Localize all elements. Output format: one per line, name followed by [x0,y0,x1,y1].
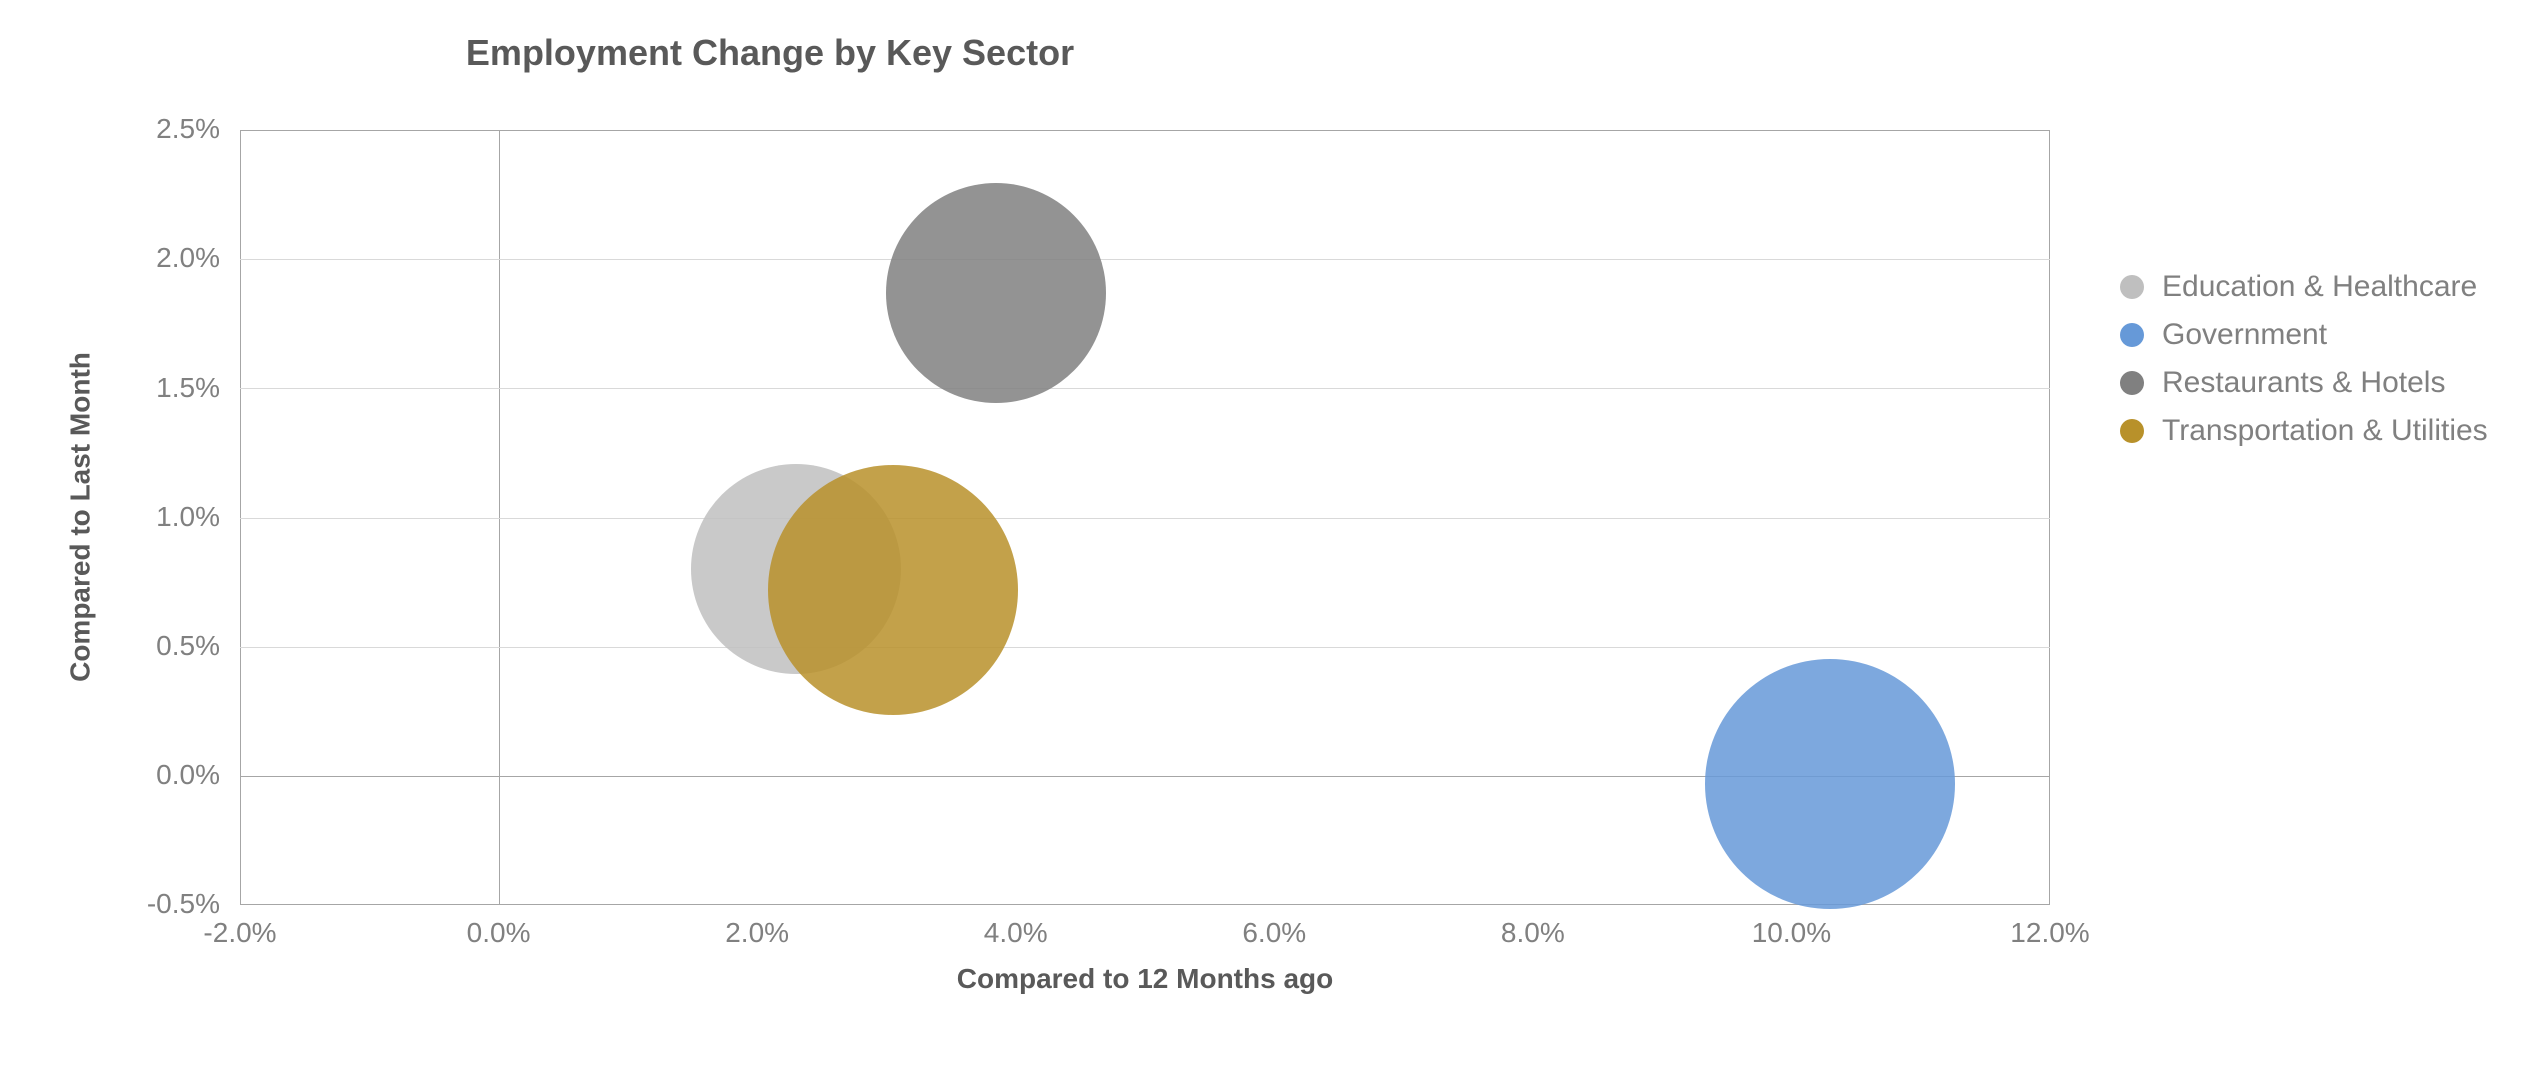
y-tick-label: 0.0% [110,759,220,791]
y-gridline [240,647,2050,648]
chart-container: Employment Change by Key Sector Compared… [0,0,2525,1084]
legend-marker [2120,323,2144,347]
y-tick-label: 2.0% [110,242,220,274]
x-tick-label: 10.0% [1731,917,1851,949]
bubble [1705,659,1955,909]
y-gridline [240,388,2050,389]
x-axis-label: Compared to 12 Months ago [240,963,2050,995]
x-tick-label: 6.0% [1214,917,1334,949]
legend: Education & Healthcare Government Restaura… [2120,270,2488,462]
y-tick-label: -0.5% [110,888,220,920]
x-tick-label: 2.0% [697,917,817,949]
legend-marker [2120,275,2144,299]
y-tick-label: 1.0% [110,501,220,533]
legend-marker [2120,419,2144,443]
legend-item: Transportation & Utilities [2120,414,2488,448]
x-tick-label: 12.0% [1990,917,2110,949]
y-tick-label: 2.5% [110,113,220,145]
legend-label: Transportation & Utilities [2162,414,2488,448]
y-gridline [240,259,2050,260]
y-axis-label: Compared to Last Month [64,129,96,904]
x-tick-label: 8.0% [1473,917,1593,949]
legend-label: Education & Healthcare [2162,270,2477,304]
legend-item: Restaurants & Hotels [2120,366,2488,400]
chart-title: Employment Change by Key Sector [0,32,1540,74]
legend-item: Education & Healthcare [2120,270,2488,304]
bubble [768,465,1018,715]
x-tick-label: -2.0% [180,917,300,949]
x-tick-label: 4.0% [956,917,1076,949]
y-tick-label: 1.5% [110,372,220,404]
x-tick-label: 0.0% [439,917,559,949]
plot-area [240,130,2050,905]
legend-marker [2120,371,2144,395]
legend-item: Government [2120,318,2488,352]
y-gridline [240,518,2050,519]
y-tick-label: 0.5% [110,630,220,662]
bubble [886,183,1106,403]
legend-label: Restaurants & Hotels [2162,366,2445,400]
legend-label: Government [2162,318,2327,352]
